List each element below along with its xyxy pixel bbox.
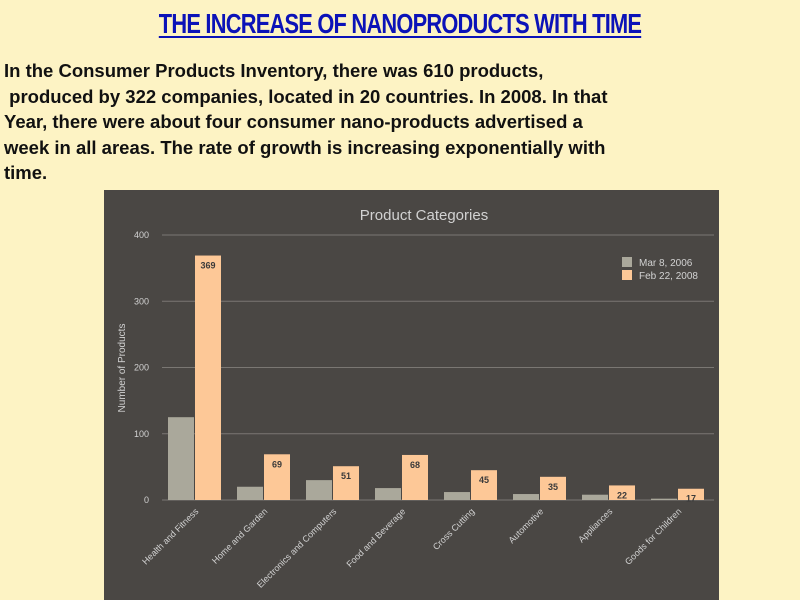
bar-value-label: 45 bbox=[479, 475, 489, 485]
x-axis-labels: Health and Fitness Home and GardenElectro… bbox=[140, 506, 683, 590]
bar-value-label: 69 bbox=[272, 459, 282, 469]
bar-2006 bbox=[168, 417, 194, 500]
bar-2008 bbox=[264, 454, 290, 500]
y-axis-label: Number of Products bbox=[117, 324, 128, 413]
x-tick-label: Appliances bbox=[576, 506, 615, 545]
bar-2008 bbox=[540, 476, 566, 500]
product-categories-chart: Product Categories Number of Products 0 1… bbox=[117, 207, 714, 590]
x-tick-label: Food and Beverage bbox=[344, 506, 407, 569]
legend: Mar 8, 2006 Feb 22, 2008 bbox=[622, 257, 698, 282]
x-tick-label: Electronics and Computers bbox=[255, 506, 339, 590]
bar-2008 bbox=[678, 488, 704, 500]
bar-value-label: 17 bbox=[686, 494, 696, 504]
bar-2008 bbox=[471, 470, 497, 500]
bar-2006 bbox=[237, 486, 263, 500]
x-tick-label: Goods for Children bbox=[623, 506, 683, 566]
bar-2006 bbox=[306, 480, 332, 500]
y-tick-label: 100 bbox=[134, 429, 149, 439]
y-tick-label: 0 bbox=[144, 495, 149, 505]
bar-2008 bbox=[402, 454, 428, 500]
bar-value-label: 51 bbox=[341, 471, 351, 481]
bar-2008 bbox=[333, 466, 359, 500]
y-tick-label: 300 bbox=[134, 296, 149, 306]
x-tick-label: Cross Cutting bbox=[431, 506, 477, 552]
bar-labels: 369 69 51 68 45 35 22 17 bbox=[200, 261, 696, 504]
x-tick-label: Home and Garden bbox=[210, 506, 269, 565]
bar-value-label: 68 bbox=[410, 460, 420, 470]
slide-title: THE INCREASE OF NANOPRODUCTS WITH TIME bbox=[158, 8, 642, 39]
y-tick-label: 400 bbox=[134, 230, 149, 240]
intro-paragraph: In the Consumer Products Inventory, ther… bbox=[4, 60, 608, 183]
bar-value-label: 369 bbox=[200, 261, 215, 271]
bar-value-label: 22 bbox=[617, 490, 627, 500]
legend-label: Feb 22, 2008 bbox=[639, 271, 698, 282]
bar-2008 bbox=[609, 485, 635, 500]
chart-title: Product Categories bbox=[360, 207, 488, 224]
bar-2008 bbox=[195, 255, 221, 500]
bar-2006 bbox=[375, 488, 401, 500]
bar-2006 bbox=[444, 492, 470, 500]
bar-2006 bbox=[513, 494, 539, 500]
chart-panel: Product Categories Number of Products 0 1… bbox=[104, 190, 719, 600]
bar-2006 bbox=[651, 498, 677, 500]
bars bbox=[168, 255, 704, 500]
x-tick-label: Health and Fitness bbox=[140, 506, 200, 566]
y-axis-ticks: 0 100 200 300 400 bbox=[134, 230, 149, 505]
bar-2006 bbox=[582, 494, 608, 500]
legend-swatch bbox=[622, 257, 632, 267]
bar-value-label: 35 bbox=[548, 482, 558, 492]
legend-swatch bbox=[622, 270, 632, 280]
y-tick-label: 200 bbox=[134, 363, 149, 373]
legend-label: Mar 8, 2006 bbox=[639, 258, 693, 269]
x-tick-label: Automotive bbox=[507, 506, 546, 545]
